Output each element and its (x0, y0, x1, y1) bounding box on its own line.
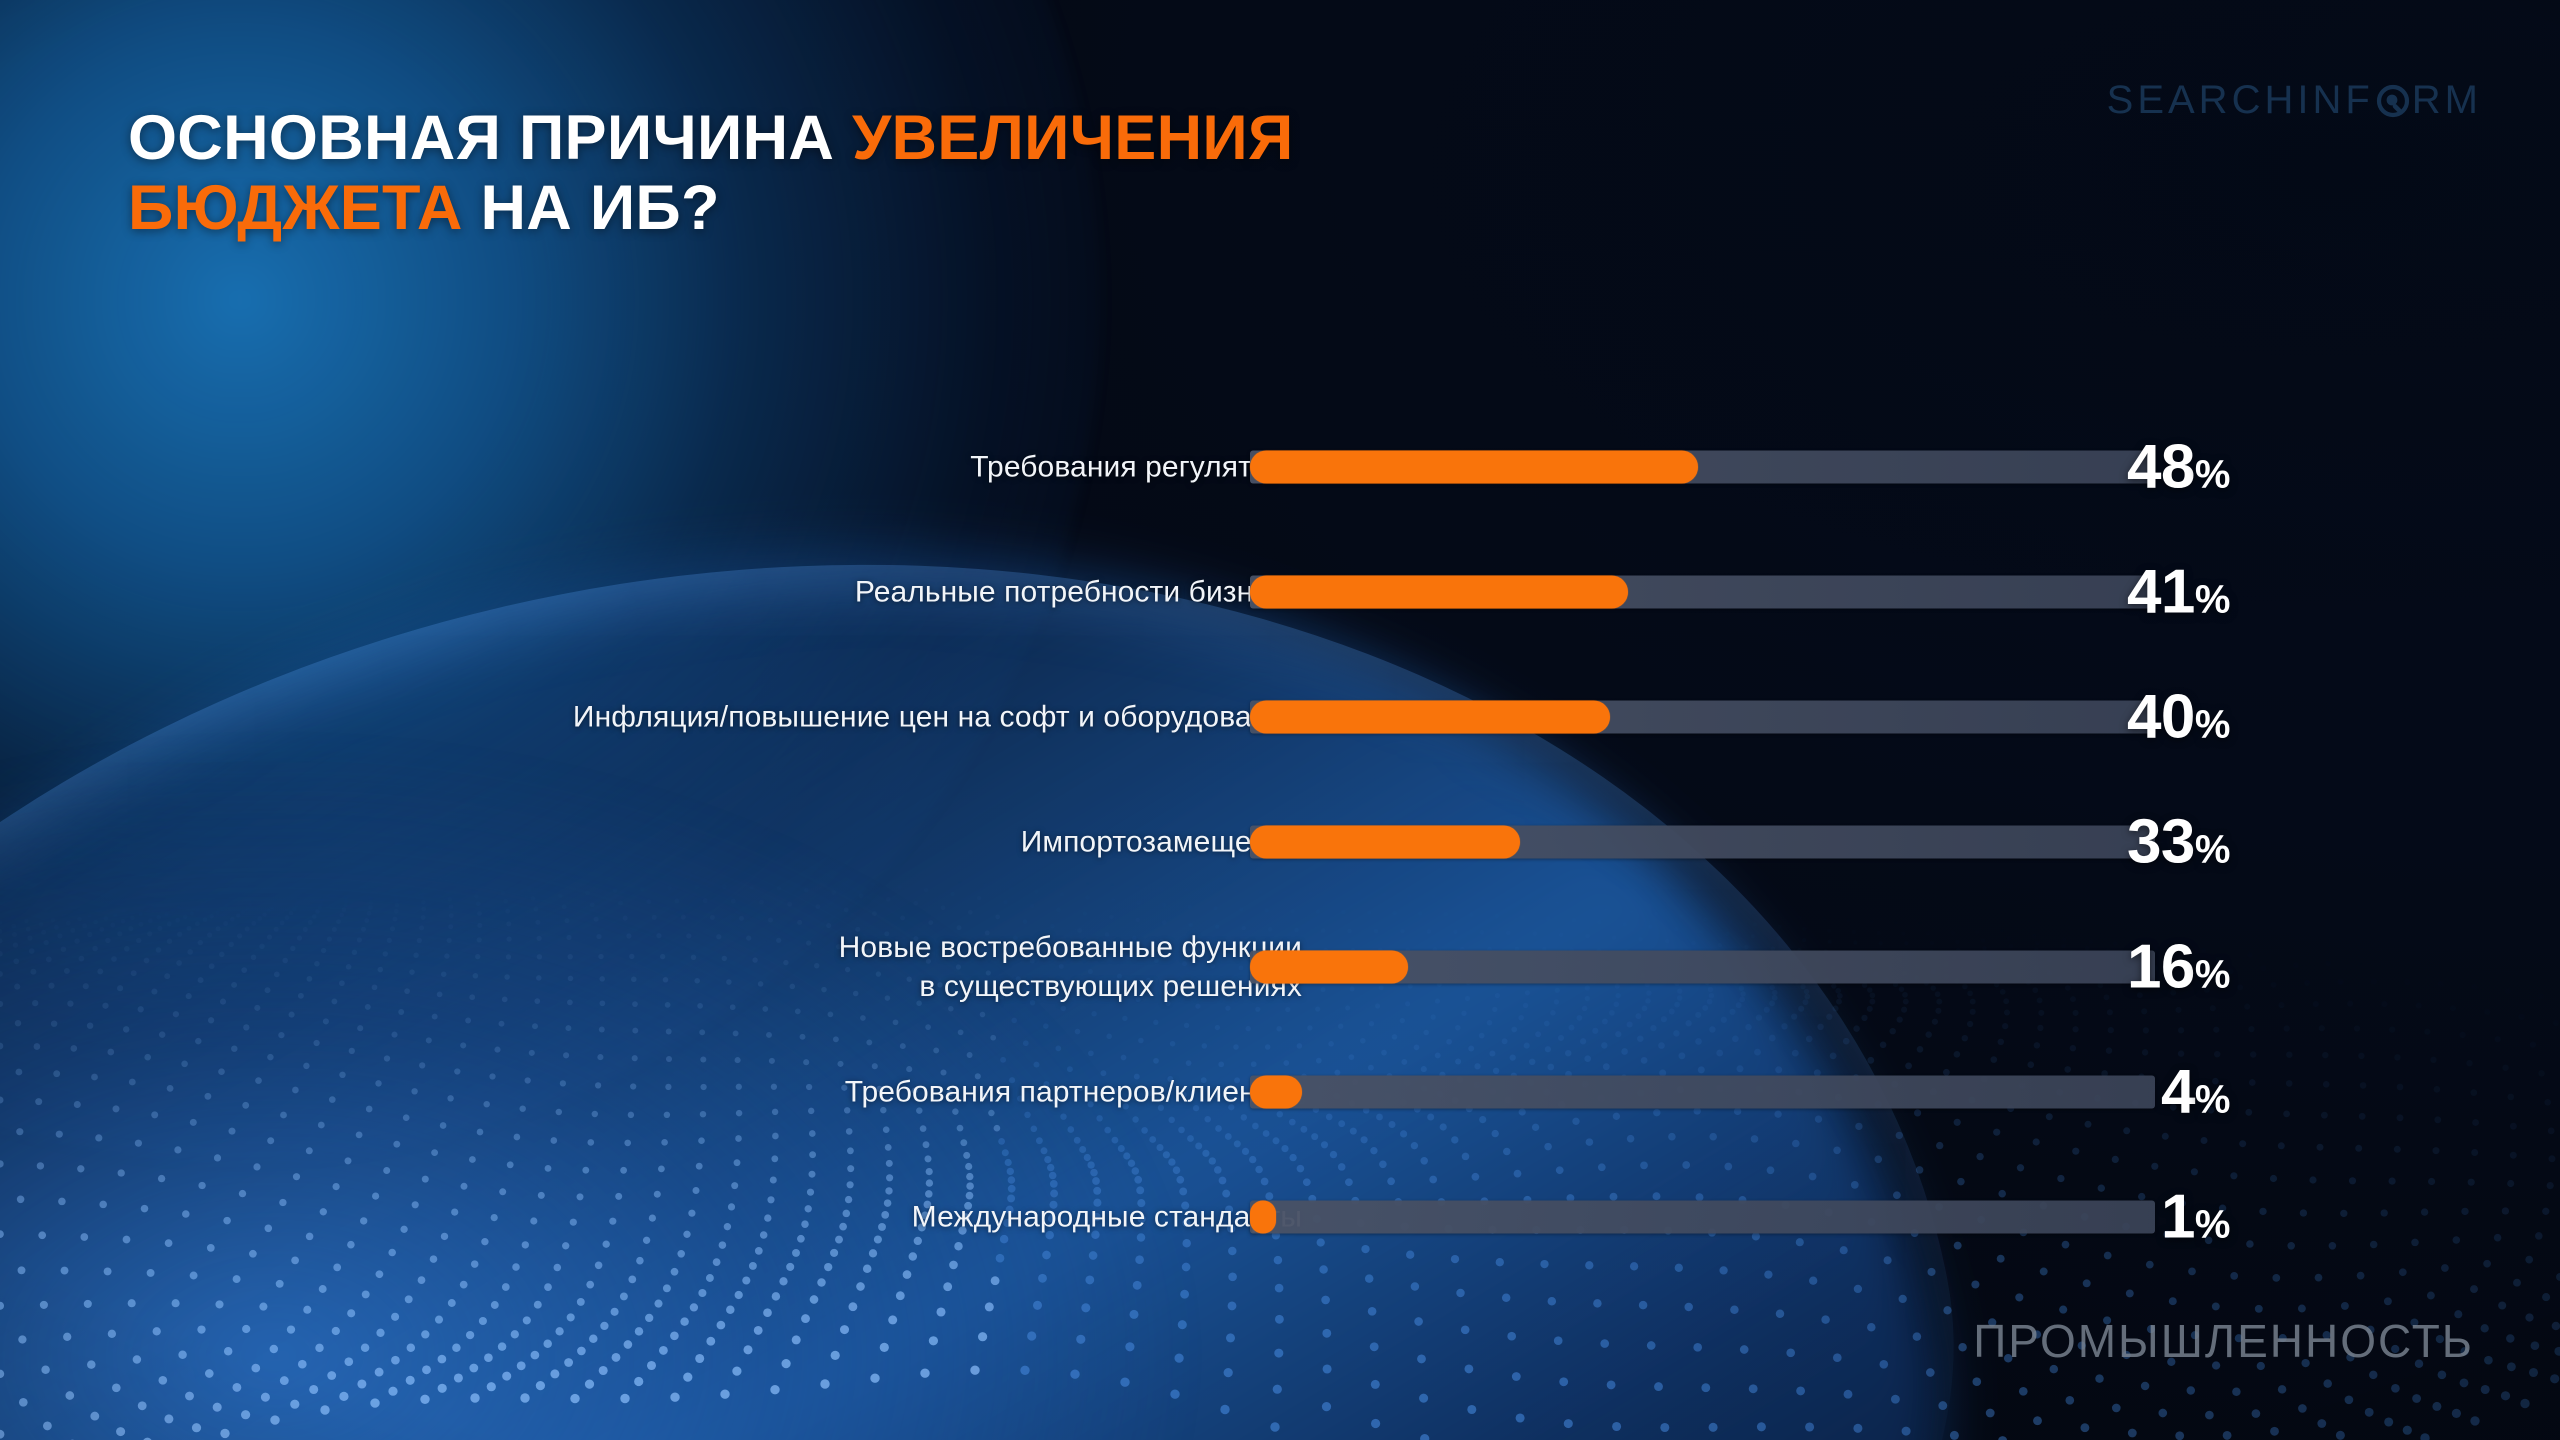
bar-chart: Требования регулятора 48% Реальные потребн… (0, 432, 2560, 1252)
bar-value-number: 4 (2160, 1057, 2195, 1127)
bar-fill (1250, 825, 1520, 859)
magnifier-o-icon (2375, 83, 2411, 119)
bar-row: Новые востребованные функции в существую… (0, 931, 2560, 1003)
bar-value-number: 1 (2160, 1182, 2195, 1252)
bar-label: Требования партнеров/клиентов (844, 1075, 1302, 1109)
bar-value: 48% (2050, 432, 2231, 503)
title-highlight-1: УВЕЛИЧЕНИЯ (852, 103, 1294, 174)
bar-value: 33% (2050, 807, 2231, 878)
title-highlight-2: БЮДЖЕТА (128, 172, 463, 243)
bar-track (1250, 1075, 2155, 1109)
bar-fill (1250, 575, 1628, 609)
bar-value: 16% (2050, 932, 2231, 1003)
bar-row: Требования партнеров/клиентов 4% (0, 1057, 2560, 1127)
title-line-2: БЮДЖЕТА НА ИБ? (128, 172, 1688, 243)
title-plain-1: ОСНОВНАЯ ПРИЧИНА (128, 103, 853, 174)
title-line-1: ОСНОВНАЯ ПРИЧИНА УВЕЛИЧЕНИЯ (128, 104, 1688, 173)
category-watermark: ПРОМЫШЛЕННОСТЬ (1973, 1315, 2474, 1367)
bar-row: Международные стандарты 1% (0, 1182, 2560, 1252)
bar-value-percent-sign: % (2194, 1077, 2231, 1122)
bar-value-number: 48 (2126, 432, 2195, 502)
logo-text-part2: RM (2411, 78, 2482, 122)
bar-value-percent-sign: % (2194, 702, 2231, 747)
bar-label: Новые востребованные функции в существую… (838, 931, 1302, 1003)
bar-label: Международные стандарты (911, 1200, 1302, 1234)
bar-value: 1% (2050, 1182, 2231, 1253)
logo-text-part1: SEARCHINF (2106, 78, 2374, 122)
bar-value-number: 40 (2126, 682, 2195, 752)
bar-track (1250, 950, 2155, 984)
bar-value-number: 41 (2126, 557, 2195, 627)
bar-value-percent-sign: % (2194, 452, 2231, 497)
bar-label: Инфляция/повышение цен на софт и оборудо… (572, 700, 1302, 734)
bar-fill (1250, 700, 1610, 734)
bar-fill (1250, 950, 1408, 984)
bar-row: Импортозамещение 33% (0, 807, 2560, 877)
searchinform-logo: SEARCHINF RM (2107, 78, 2482, 123)
bar-value: 40% (2050, 682, 2231, 753)
bar-value-percent-sign: % (2194, 1202, 2231, 1247)
bar-row: Инфляция/повышение цен на софт и оборудо… (0, 682, 2560, 752)
bar-value-percent-sign: % (2194, 952, 2231, 997)
bar-value-number: 16 (2126, 932, 2195, 1002)
bar-row: Требования регулятора 48% (0, 432, 2560, 502)
bar-value-percent-sign: % (2194, 827, 2231, 872)
bar-fill (1250, 1200, 1276, 1234)
bar-track (1250, 575, 2155, 609)
bar-track (1250, 1200, 2155, 1234)
bar-value-number: 33 (2126, 807, 2195, 877)
bar-track (1250, 450, 2155, 484)
bar-fill (1250, 1075, 1302, 1109)
bar-fill (1250, 450, 1698, 484)
bar-row: Реальные потребности бизнеса 41% (0, 557, 2560, 627)
title-plain-2: НА ИБ? (462, 172, 720, 243)
bar-value: 41% (2050, 557, 2231, 628)
bar-value: 4% (2050, 1057, 2231, 1128)
bar-track (1250, 700, 2155, 734)
bar-track (1250, 825, 2155, 859)
bar-label: Реальные потребности бизнеса (854, 575, 1302, 609)
bar-value-percent-sign: % (2194, 577, 2231, 622)
page-title: ОСНОВНАЯ ПРИЧИНА УВЕЛИЧЕНИЯ БЮДЖЕТА НА И… (128, 104, 1688, 243)
